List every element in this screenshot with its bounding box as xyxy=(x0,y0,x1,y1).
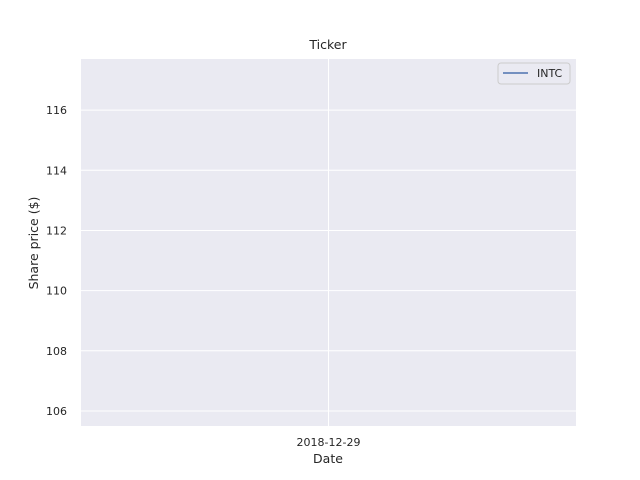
y-axis-label: Share price ($) xyxy=(26,197,41,290)
chart-title: Ticker xyxy=(308,37,347,52)
legend-label-intc: INTC xyxy=(537,67,563,80)
grid-lines xyxy=(81,59,576,426)
y-ticks: 106 108 110 112 114 116 xyxy=(46,104,67,418)
legend: INTC xyxy=(497,62,571,85)
legend-box xyxy=(497,62,571,85)
x-ticks: 2018-12-29 xyxy=(297,436,361,449)
y-tick-label: 110 xyxy=(46,285,67,298)
y-tick-label: 106 xyxy=(46,405,67,418)
y-tick-label: 114 xyxy=(46,164,67,177)
y-tick-label: 116 xyxy=(46,104,67,117)
y-tick-label: 108 xyxy=(46,345,67,358)
x-axis-label: Date xyxy=(313,451,343,466)
x-tick-label: 2018-12-29 xyxy=(297,436,361,449)
y-tick-label: 112 xyxy=(46,224,67,237)
